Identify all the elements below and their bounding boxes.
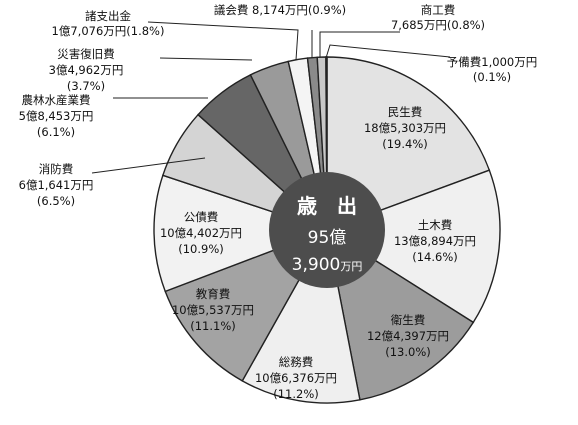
slice-label-line: 教育費 — [196, 287, 231, 301]
slice-label-line: (6.1%) — [37, 125, 75, 139]
slice-label-line: 諸支出金 — [85, 9, 131, 23]
slice-label-line: 18億5,303万円 — [364, 121, 446, 135]
slice-label-line: 10億6,376万円 — [255, 371, 337, 385]
slice-label-line: 衛生費 — [391, 313, 426, 327]
slice-label: 商工費 7,685万円(0.8%) — [391, 3, 485, 32]
slice-label-line: 民生費 — [388, 105, 423, 119]
slice-label: 教育費 10億5,537万円 (11.1%) — [172, 287, 254, 333]
slice-label-line: 5億8,453万円 — [19, 109, 94, 123]
slice-label-line: 災害復旧費 — [57, 47, 115, 61]
slice-label-line: (10.9%) — [178, 242, 224, 256]
slice-label: 農林水産業費 5億8,453万円 (6.1%) — [19, 93, 94, 139]
slice-label: 民生費 18億5,303万円 (19.4%) — [364, 105, 446, 151]
slice-label-line: 総務費 — [279, 355, 314, 369]
center-amount-line2: 3,900万円 — [292, 255, 363, 275]
center-amount-number: 3,900 — [292, 255, 341, 275]
pie-slice — [325, 169, 501, 324]
slice-label-line: 12億4,397万円 — [367, 329, 449, 343]
slice-label-line: 消防費 — [39, 162, 74, 176]
slice-label: 土木費 13億8,894万円 (14.6%) — [394, 218, 476, 264]
slice-label-line: 公債費 — [184, 210, 219, 224]
slice-label-line: 3億4,962万円 — [49, 63, 124, 77]
slice-label-line: 土木費 — [418, 218, 453, 232]
slice-label-line: (19.4%) — [382, 137, 428, 151]
slice-label: 衛生費 12億4,397万円 (13.0%) — [367, 313, 449, 359]
leader-line — [159, 57, 253, 61]
slice-label-line: (13.0%) — [385, 345, 431, 359]
slice-label: 消防費 6億1,641万円 (6.5%) — [19, 162, 94, 208]
center-amount-line1: 95億 — [308, 228, 347, 248]
slice-label-line: (11.1%) — [190, 319, 236, 333]
slice-label: 総務費 10億6,376万円 (11.2%) — [255, 355, 337, 401]
slice-label-line: (14.6%) — [412, 250, 458, 264]
slice-label-line: 農林水産業費 — [22, 93, 91, 107]
slice-labels: 民生費 18億5,303万円 (19.4%) 土木費 13億8,894万円 (14.6%)… — [19, 3, 538, 401]
slice-label-line: 13億8,894万円 — [394, 234, 476, 248]
slice-label-line: 1億7,076万円(1.8%) — [52, 24, 165, 38]
pie-slice — [326, 56, 491, 232]
leader-line — [325, 44, 451, 59]
center-amount-unit: 万円 — [340, 260, 362, 273]
slice-label-line: 10億5,537万円 — [172, 303, 254, 317]
slice-label-line: 10億4,402万円 — [160, 226, 242, 240]
slice-label-line: 予備費1,000万円 — [447, 55, 537, 69]
center-disc: 歳 出 95億 3,900万円 — [269, 172, 385, 288]
slice-label-line: (11.2%) — [273, 387, 319, 401]
slice-label: 議会費 8,174万円(0.9%) — [214, 3, 346, 17]
leader-line — [319, 31, 400, 57]
slice-label: 予備費1,000万円(0.1%) — [447, 55, 537, 84]
slice-label-line: (6.5%) — [37, 194, 75, 208]
pie-slice — [153, 174, 330, 293]
slice-label: 諸支出金 1億7,076万円(1.8%) — [52, 9, 165, 38]
slice-label-line: 6億1,641万円 — [19, 178, 94, 192]
slice-label-line: 7,685万円(0.8%) — [391, 18, 485, 32]
leader-line — [147, 21, 299, 61]
center-title: 歳 出 — [297, 194, 357, 218]
slice-label-line: 議会費 8,174万円(0.9%) — [214, 3, 346, 17]
leader-line — [91, 157, 206, 174]
slice-label-line: 商工費 — [421, 3, 456, 17]
slice-label-line: (3.7%) — [67, 79, 105, 93]
slice-label-line: (0.1%) — [473, 70, 511, 84]
slice-label: 公債費 10億4,402万円 (10.9%) — [160, 210, 242, 256]
leader-lines — [91, 21, 451, 174]
slice-label: 災害復旧費 3億4,962万円 (3.7%) — [49, 47, 124, 93]
center-circle — [269, 172, 385, 288]
